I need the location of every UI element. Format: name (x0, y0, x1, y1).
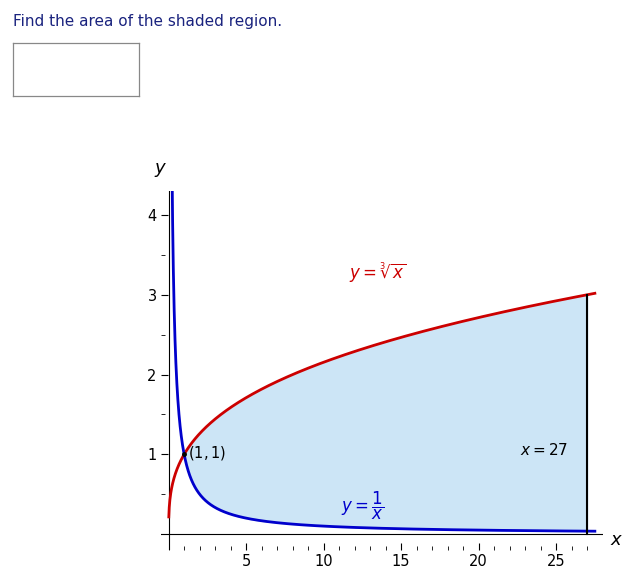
Text: $y = \sqrt[3]{x}$: $y = \sqrt[3]{x}$ (350, 261, 406, 285)
Text: $x = 27$: $x = 27$ (521, 442, 569, 459)
Text: Find the area of the shaded region.: Find the area of the shaded region. (13, 14, 282, 30)
Text: $y = \dfrac{1}{x}$: $y = \dfrac{1}{x}$ (341, 490, 384, 522)
Text: $x$: $x$ (610, 532, 623, 549)
Text: $y$: $y$ (154, 161, 168, 179)
Text: $(1, 1)$: $(1, 1)$ (188, 444, 227, 461)
